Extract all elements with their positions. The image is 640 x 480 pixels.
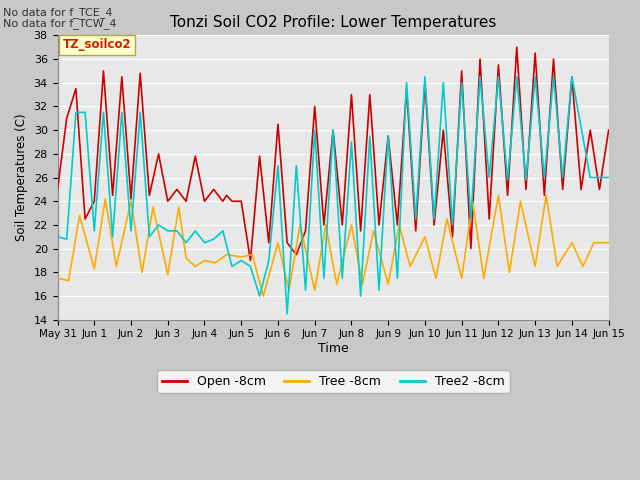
Text: No data for f_TCW_4: No data for f_TCW_4 [3, 18, 116, 29]
Text: No data for f_TCE_4: No data for f_TCE_4 [3, 7, 113, 18]
Title: Tonzi Soil CO2 Profile: Lower Temperatures: Tonzi Soil CO2 Profile: Lower Temperatur… [170, 15, 496, 30]
X-axis label: Time: Time [317, 342, 348, 355]
Text: TZ_soilco2: TZ_soilco2 [63, 38, 132, 51]
Legend: Open -8cm, Tree -8cm, Tree2 -8cm: Open -8cm, Tree -8cm, Tree2 -8cm [157, 370, 509, 393]
Y-axis label: Soil Temperatures (C): Soil Temperatures (C) [15, 114, 28, 241]
